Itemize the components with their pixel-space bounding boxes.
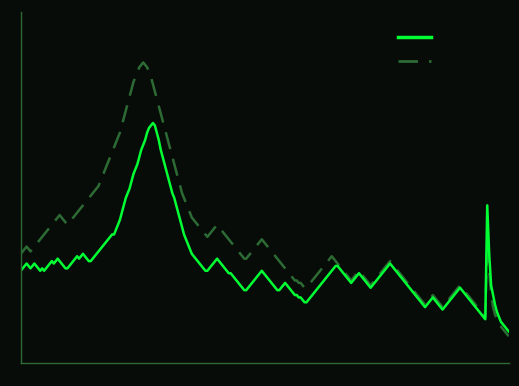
Legend: , : , <box>393 28 444 71</box>
